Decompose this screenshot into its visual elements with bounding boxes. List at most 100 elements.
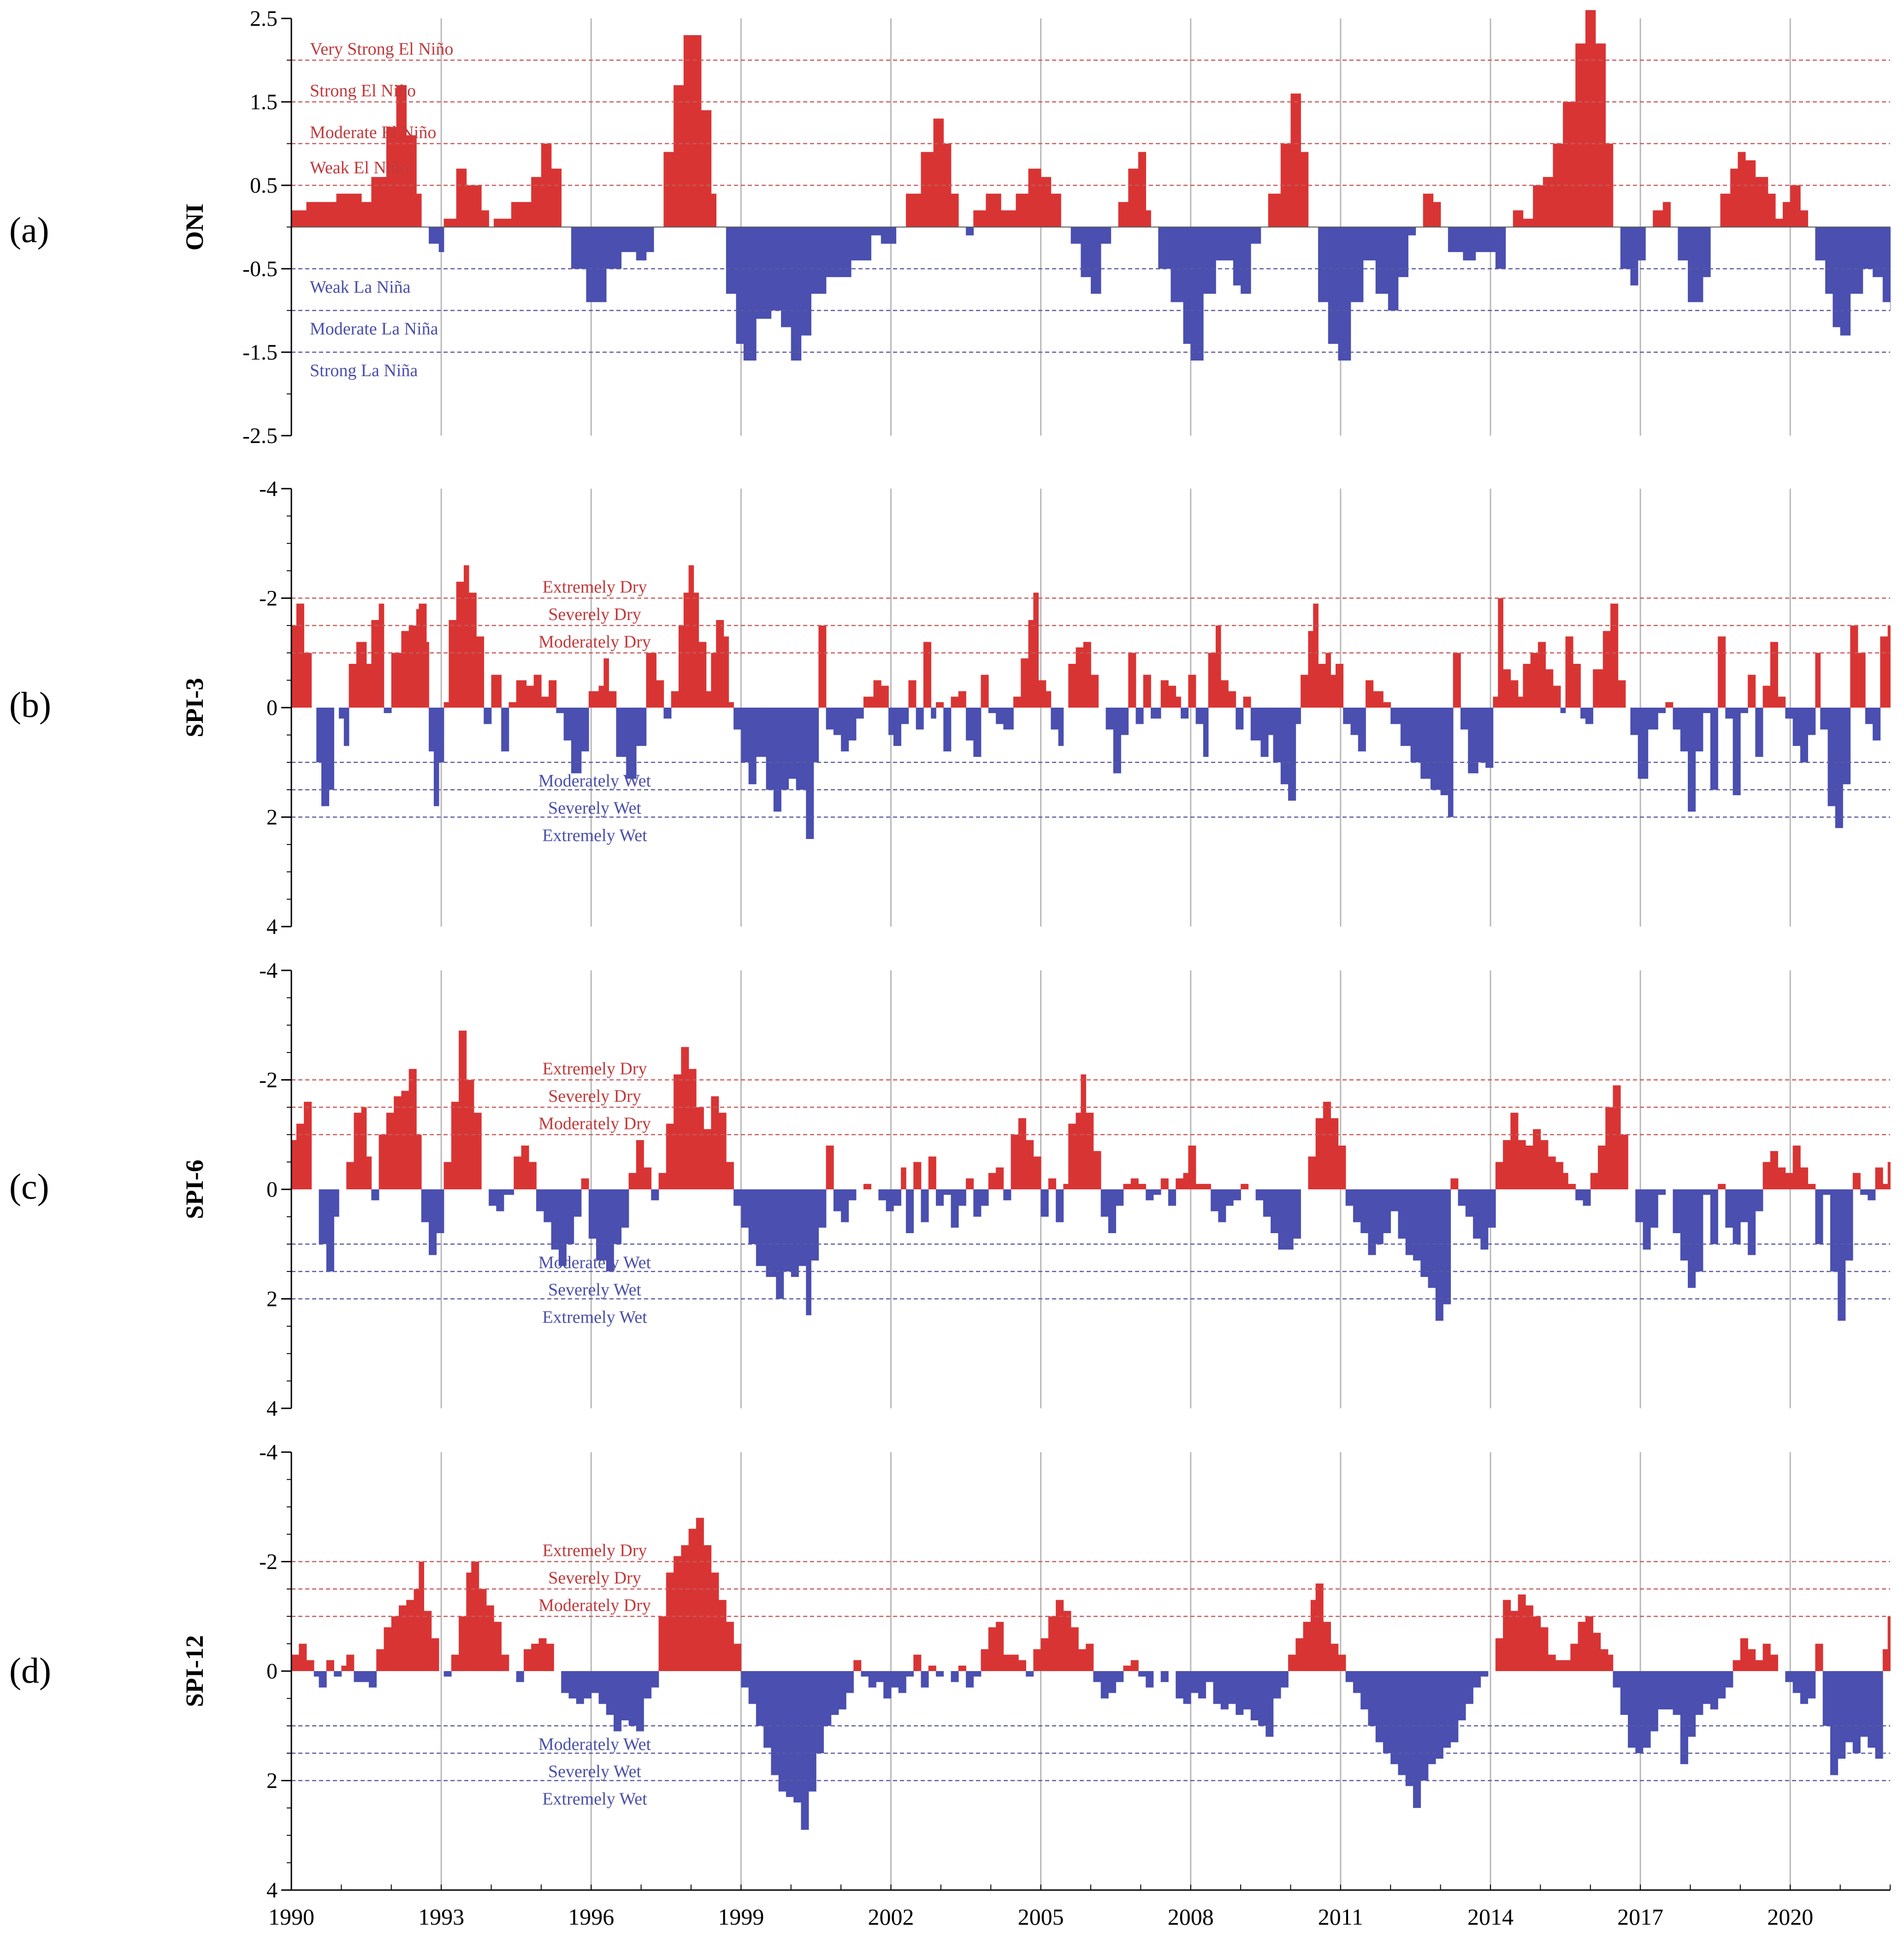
bar xyxy=(1160,680,1169,708)
bar xyxy=(1563,1660,1571,1671)
bar xyxy=(371,1189,379,1200)
bar xyxy=(451,1102,459,1189)
bar xyxy=(1815,1189,1823,1244)
bar xyxy=(646,227,654,252)
reference-label: Extremely Dry xyxy=(543,578,647,597)
bar xyxy=(1033,1156,1041,1189)
bar xyxy=(1650,1671,1658,1731)
bar xyxy=(1056,1189,1064,1223)
bar xyxy=(416,609,420,708)
bar xyxy=(748,708,757,785)
bar xyxy=(1630,708,1638,735)
bar xyxy=(1695,227,1703,302)
bar xyxy=(598,1671,607,1704)
y-axis-title: SPI-6 xyxy=(181,1159,208,1219)
bar xyxy=(863,1184,871,1189)
bar xyxy=(1068,1123,1076,1189)
bar xyxy=(591,1671,599,1693)
bar xyxy=(1288,1654,1296,1671)
bar xyxy=(1638,708,1649,779)
bar xyxy=(1003,708,1014,730)
bar xyxy=(1028,620,1034,708)
bar xyxy=(366,664,372,708)
bar xyxy=(416,194,422,227)
bar xyxy=(1108,1671,1116,1693)
bar xyxy=(881,227,892,244)
bar xyxy=(913,1162,922,1189)
bar xyxy=(1280,1671,1289,1688)
bar xyxy=(609,691,617,708)
bar xyxy=(459,1616,467,1671)
bar xyxy=(651,1189,659,1200)
bar xyxy=(891,227,897,244)
bar xyxy=(429,708,434,751)
bar xyxy=(1468,708,1478,774)
y-tick-label: -2 xyxy=(259,1550,278,1574)
bar xyxy=(621,227,637,252)
bar xyxy=(291,210,307,227)
bar xyxy=(1495,1162,1503,1189)
y-tick-label: 0 xyxy=(266,696,278,720)
reference-label: Severely Wet xyxy=(548,1762,641,1781)
bar xyxy=(1775,219,1783,227)
bar xyxy=(1033,1649,1041,1671)
bar xyxy=(563,708,572,741)
bar xyxy=(1233,1189,1241,1200)
bar xyxy=(1513,210,1524,227)
bar xyxy=(1673,708,1681,730)
bar xyxy=(1368,1189,1376,1255)
bar xyxy=(861,1671,869,1677)
bar xyxy=(1368,1671,1376,1726)
y-tick-label: -2 xyxy=(259,586,278,611)
bar xyxy=(1873,227,1883,278)
bar xyxy=(1273,708,1281,762)
bar xyxy=(1478,708,1486,762)
bar xyxy=(1078,1649,1086,1671)
bar xyxy=(1011,1134,1019,1189)
bar xyxy=(928,1666,936,1671)
bar xyxy=(394,1096,402,1189)
bar xyxy=(1808,1184,1816,1189)
bar xyxy=(966,1178,974,1189)
bar xyxy=(313,1671,319,1677)
bar xyxy=(1000,210,1017,227)
bar xyxy=(1343,708,1351,724)
bar xyxy=(1236,708,1244,730)
bar xyxy=(614,1189,622,1244)
bar xyxy=(596,1189,607,1261)
bar xyxy=(1585,10,1596,227)
bar xyxy=(316,708,322,762)
bar xyxy=(656,680,664,708)
bar xyxy=(1570,1643,1579,1671)
bar xyxy=(1183,1173,1189,1189)
bar xyxy=(1241,1184,1249,1189)
bar xyxy=(733,1189,742,1206)
bar xyxy=(1590,1173,1598,1189)
bar xyxy=(1782,202,1791,227)
bar xyxy=(306,1660,314,1671)
bar xyxy=(1301,674,1309,708)
bar xyxy=(1845,1671,1853,1743)
bar xyxy=(1211,1189,1219,1211)
bar xyxy=(1635,1189,1644,1223)
bar xyxy=(1130,1660,1139,1671)
bar xyxy=(1068,664,1076,708)
bar xyxy=(1243,697,1251,708)
bar xyxy=(361,1107,367,1189)
bar xyxy=(501,1654,509,1671)
bar xyxy=(1390,708,1401,724)
bar xyxy=(1038,680,1047,708)
bar xyxy=(706,691,712,708)
bar xyxy=(1473,1189,1481,1239)
y-tick-label: -4 xyxy=(259,1440,278,1465)
bar xyxy=(806,1189,811,1316)
bar xyxy=(628,1671,637,1726)
bar xyxy=(1448,708,1454,817)
bar xyxy=(549,680,557,708)
bar xyxy=(1703,1189,1711,1195)
bar xyxy=(1430,708,1441,790)
bar xyxy=(1525,1146,1533,1189)
bar xyxy=(511,202,532,227)
bar xyxy=(1295,1638,1304,1671)
bar xyxy=(1360,1671,1369,1710)
